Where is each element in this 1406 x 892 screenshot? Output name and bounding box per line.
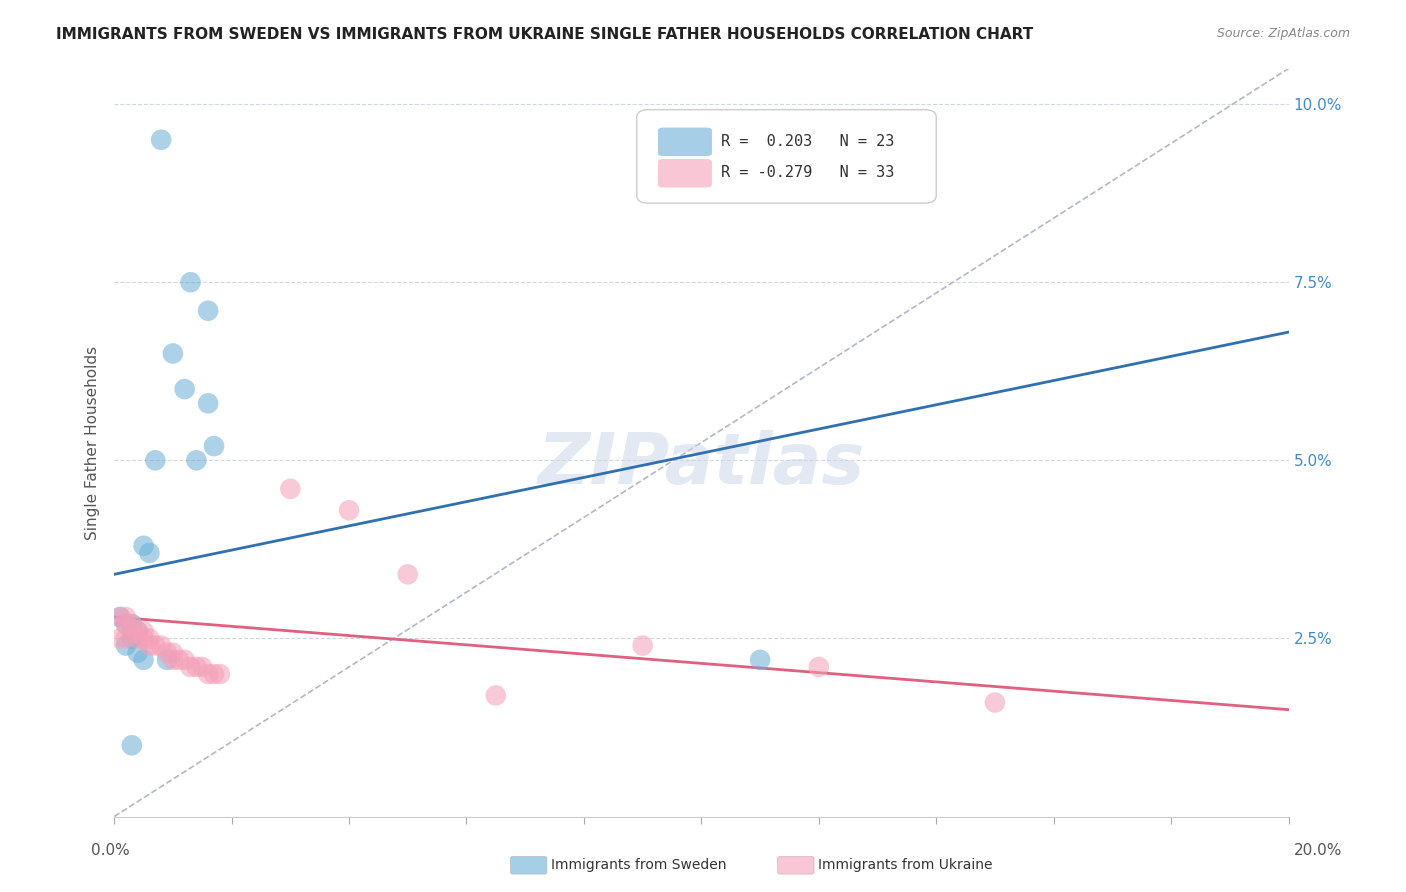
Text: Source: ZipAtlas.com: Source: ZipAtlas.com <box>1216 27 1350 40</box>
Point <box>984 696 1007 710</box>
Point <box>202 667 225 681</box>
Y-axis label: Single Father Households: Single Father Households <box>86 345 100 540</box>
FancyBboxPatch shape <box>658 159 711 187</box>
Point <box>156 646 179 660</box>
Point <box>143 639 166 653</box>
Point <box>115 610 138 624</box>
Text: IMMIGRANTS FROM SWEDEN VS IMMIGRANTS FROM UKRAINE SINGLE FATHER HOUSEHOLDS CORRE: IMMIGRANTS FROM SWEDEN VS IMMIGRANTS FRO… <box>56 27 1033 42</box>
Point <box>108 632 131 646</box>
Point <box>150 133 173 147</box>
Text: R = -0.279   N = 33: R = -0.279 N = 33 <box>721 165 894 180</box>
Point <box>749 653 772 667</box>
Point <box>108 610 131 624</box>
Point <box>127 632 149 646</box>
Point <box>191 660 214 674</box>
Point <box>631 639 654 653</box>
Text: R =  0.203   N = 23: R = 0.203 N = 23 <box>721 134 894 149</box>
FancyBboxPatch shape <box>637 110 936 203</box>
Point <box>132 539 155 553</box>
Point <box>108 610 131 624</box>
Point <box>150 639 173 653</box>
Text: 20.0%: 20.0% <box>1295 843 1343 858</box>
Point <box>138 546 160 560</box>
Point <box>156 653 179 667</box>
Point <box>132 624 155 639</box>
Point <box>115 617 138 632</box>
Point <box>173 653 195 667</box>
Point <box>115 617 138 632</box>
Text: ZIPatlas: ZIPatlas <box>537 431 865 500</box>
Point <box>180 275 202 289</box>
Point <box>186 660 208 674</box>
FancyBboxPatch shape <box>658 128 711 156</box>
Point <box>162 653 184 667</box>
Point <box>127 624 149 639</box>
Point <box>115 639 138 653</box>
Point <box>186 453 208 467</box>
Point <box>807 660 830 674</box>
Point <box>180 660 202 674</box>
Point <box>121 624 143 639</box>
Point <box>280 482 302 496</box>
Point <box>121 739 143 753</box>
Point <box>127 624 149 639</box>
Point <box>138 632 160 646</box>
Point <box>202 439 225 453</box>
Text: Immigrants from Ukraine: Immigrants from Ukraine <box>818 858 993 872</box>
Point <box>396 567 419 582</box>
Point <box>162 346 184 360</box>
Point <box>121 617 143 632</box>
Text: Immigrants from Sweden: Immigrants from Sweden <box>551 858 727 872</box>
Point <box>115 632 138 646</box>
Point <box>167 653 190 667</box>
Point <box>127 646 149 660</box>
Point <box>162 646 184 660</box>
Point <box>121 624 143 639</box>
Point <box>197 396 219 410</box>
Point <box>208 667 231 681</box>
Point <box>121 632 143 646</box>
Point <box>138 639 160 653</box>
Point <box>173 382 195 396</box>
Point <box>197 667 219 681</box>
Point <box>121 617 143 632</box>
Point <box>132 632 155 646</box>
Point <box>337 503 360 517</box>
Point <box>485 689 508 703</box>
Point <box>132 653 155 667</box>
Point <box>197 303 219 318</box>
Text: 0.0%: 0.0% <box>91 843 131 858</box>
Point <box>143 453 166 467</box>
